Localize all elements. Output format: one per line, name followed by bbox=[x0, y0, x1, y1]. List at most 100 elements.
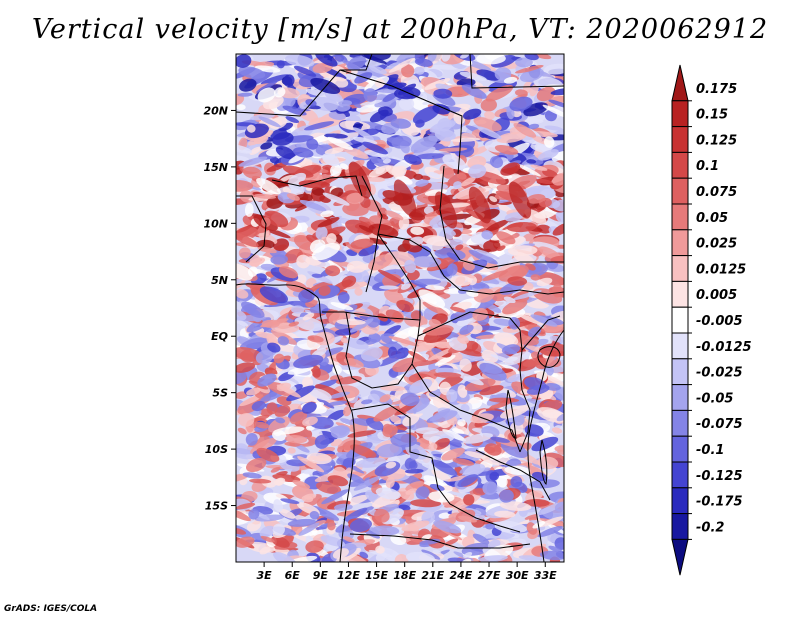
field-cell bbox=[477, 126, 502, 139]
field-cell bbox=[480, 98, 497, 112]
field-cell bbox=[288, 321, 300, 327]
field-cell bbox=[510, 475, 523, 488]
field-cell bbox=[489, 156, 504, 168]
colorbar-swatch bbox=[671, 229, 689, 257]
field-cell bbox=[247, 130, 274, 146]
field-cell bbox=[517, 335, 539, 346]
field-cell bbox=[379, 285, 399, 290]
field-cell bbox=[260, 318, 289, 328]
field-cell bbox=[463, 463, 486, 477]
lon-tick-label: 33E bbox=[534, 569, 557, 582]
field-cell bbox=[360, 99, 383, 106]
field-cell bbox=[334, 503, 353, 511]
field-cell bbox=[339, 163, 349, 170]
field-cell bbox=[500, 162, 521, 176]
field-cell bbox=[246, 387, 261, 396]
colorbar-label: 0.005 bbox=[696, 288, 737, 303]
field-cell bbox=[311, 505, 340, 521]
field-cell bbox=[354, 287, 363, 296]
colorbar-label: -0.075 bbox=[696, 417, 743, 432]
field-cell bbox=[444, 538, 459, 546]
field-cell bbox=[379, 394, 391, 403]
field-cell bbox=[366, 315, 381, 328]
field-cell bbox=[343, 406, 352, 417]
field-cell bbox=[385, 165, 405, 177]
field-cell bbox=[515, 89, 528, 97]
field-cell bbox=[459, 324, 474, 335]
border-segment bbox=[351, 403, 521, 533]
field-cell bbox=[245, 433, 258, 446]
border-segment bbox=[377, 233, 564, 295]
field-cell bbox=[284, 54, 315, 68]
field-cell bbox=[409, 236, 424, 246]
lake-victoria bbox=[537, 346, 561, 368]
field-cell bbox=[431, 410, 458, 423]
field-cell bbox=[318, 285, 331, 296]
field-cell bbox=[501, 344, 521, 355]
field-cell bbox=[463, 494, 475, 506]
field-cell bbox=[242, 472, 262, 479]
field-cell bbox=[257, 246, 277, 254]
field-cell bbox=[249, 478, 272, 484]
field-cell bbox=[392, 357, 421, 373]
field-cell bbox=[385, 210, 404, 221]
field-cell bbox=[385, 461, 397, 469]
field-cell bbox=[428, 171, 441, 179]
field-cell bbox=[330, 425, 350, 439]
field-cell bbox=[263, 301, 294, 308]
field-cell bbox=[460, 54, 469, 59]
field-cell bbox=[362, 141, 388, 155]
field-cell bbox=[327, 521, 336, 531]
field-cell bbox=[368, 165, 392, 178]
field-cell bbox=[538, 516, 564, 528]
field-cell bbox=[260, 535, 275, 543]
field-cell bbox=[548, 99, 564, 110]
field-cell bbox=[238, 413, 255, 427]
field-cell bbox=[358, 225, 373, 233]
field-cell bbox=[255, 350, 274, 365]
field-cell bbox=[353, 476, 381, 491]
field-cell bbox=[532, 54, 552, 60]
field-cell bbox=[251, 400, 266, 412]
field-cell bbox=[249, 254, 261, 268]
field-cell bbox=[426, 256, 456, 272]
field-cell bbox=[296, 254, 311, 269]
field-cell bbox=[278, 266, 298, 279]
field-cell bbox=[405, 488, 418, 495]
field-cell bbox=[536, 277, 553, 287]
field-cell bbox=[450, 137, 481, 142]
field-cell bbox=[267, 342, 281, 353]
field-cell bbox=[236, 263, 254, 281]
lat-tick-label: 20N bbox=[203, 104, 228, 117]
field-cell bbox=[459, 358, 472, 372]
colorbar-swatch bbox=[671, 306, 689, 334]
field-cell bbox=[552, 222, 564, 236]
field-cell bbox=[415, 179, 429, 187]
field-cell bbox=[350, 444, 377, 458]
field-cell bbox=[485, 84, 514, 102]
field-cell bbox=[543, 136, 555, 148]
field-cell bbox=[272, 132, 294, 146]
border-segment bbox=[439, 165, 564, 269]
field-cell bbox=[236, 502, 256, 510]
field-cell bbox=[484, 531, 515, 541]
field-cell bbox=[273, 353, 285, 364]
lat-tick-label: EQ bbox=[211, 330, 228, 343]
field-cell bbox=[283, 74, 295, 87]
field-cell bbox=[389, 415, 402, 424]
field-cell bbox=[287, 447, 296, 454]
field-cell bbox=[556, 412, 564, 422]
field-cell bbox=[386, 137, 411, 147]
field-cell bbox=[309, 239, 326, 254]
field-cell bbox=[377, 269, 405, 285]
field-cell bbox=[531, 436, 559, 452]
field-cell bbox=[273, 499, 283, 512]
lon-tick-label: 12E bbox=[337, 569, 360, 582]
field-cell bbox=[399, 97, 415, 111]
field-cell bbox=[346, 260, 367, 273]
field-cell bbox=[555, 209, 564, 223]
field-cell bbox=[249, 146, 262, 155]
field-cell bbox=[257, 373, 277, 387]
field-cell bbox=[310, 365, 321, 378]
field-cell bbox=[256, 79, 279, 93]
